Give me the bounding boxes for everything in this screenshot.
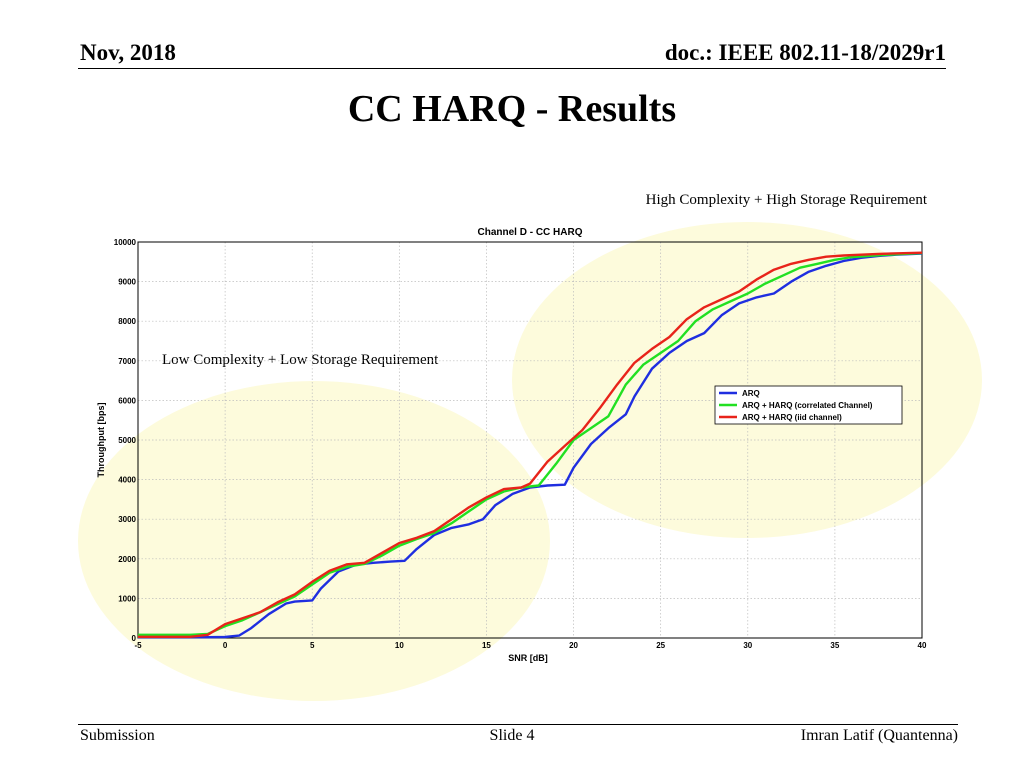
x-tick-label: 25: [656, 641, 665, 650]
highlight-low-complexity: [78, 381, 550, 701]
y-tick-label: 10000: [114, 238, 137, 247]
y-tick-label: 0: [132, 634, 137, 643]
x-tick-label: 15: [482, 641, 491, 650]
annotation-high-complexity: High Complexity + High Storage Requireme…: [646, 192, 928, 208]
y-tick-label: 2000: [118, 555, 136, 564]
y-tick-label: 4000: [118, 476, 136, 485]
footer-rule: [78, 724, 958, 725]
x-tick-label: 40: [918, 641, 927, 650]
header-date: Nov, 2018: [80, 40, 176, 65]
x-axis-label: SNR [dB]: [508, 653, 548, 663]
annotation-low-complexity: Low Complexity + Low Storage Requirement: [162, 352, 439, 368]
chart-grid: [138, 242, 922, 638]
tick-labels: -5 0 5 10 15 20 25 30 35 400100020003000400050006…: [114, 238, 927, 650]
highlight-high-complexity: [512, 222, 982, 538]
x-tick-label: 20: [569, 641, 578, 650]
y-tick-label: 9000: [118, 278, 136, 287]
x-tick-label: -5: [134, 641, 142, 650]
legend-box: [714, 385, 903, 425]
legend-label-1: ARQ: [742, 389, 760, 398]
legend-label-3: ARQ + HARQ (iid channel): [742, 413, 842, 422]
series-line-2: [138, 251, 923, 636]
legend: ARQ ARQ + HARQ (correlated Channel) ARQ + …: [714, 385, 903, 425]
x-tick-label: 35: [830, 641, 839, 650]
y-axis-label: Throughput [bps]: [96, 403, 106, 478]
x-tick-label: 30: [743, 641, 752, 650]
legend-label-2: ARQ + HARQ (correlated Channel): [742, 401, 873, 410]
y-tick-label: 8000: [118, 317, 136, 326]
x-tick-label: 0: [223, 641, 228, 650]
y-tick-label: 6000: [118, 396, 136, 405]
footer-submission: Submission: [80, 727, 155, 744]
y-tick-label: 7000: [118, 357, 136, 366]
footer-slide-number: Slide 4: [489, 727, 535, 744]
chart-title: Channel D - CC HARQ: [478, 227, 583, 238]
y-tick-label: 3000: [118, 515, 136, 524]
footer-author: Imran Latif (Quantenna): [800, 727, 958, 744]
header-doc-id: doc.: IEEE 802.11-18/2029r1: [664, 40, 946, 65]
slide-title: CC HARQ - Results: [347, 88, 677, 130]
y-tick-label: 5000: [118, 436, 136, 445]
x-tick-label: 10: [395, 641, 404, 650]
x-tick-label: 5: [310, 641, 315, 650]
plot-frame: [137, 241, 923, 639]
series-group: [138, 251, 923, 639]
series-line-3: [138, 251, 923, 638]
header-rule: [78, 68, 946, 69]
y-tick-label: 1000: [118, 594, 136, 603]
